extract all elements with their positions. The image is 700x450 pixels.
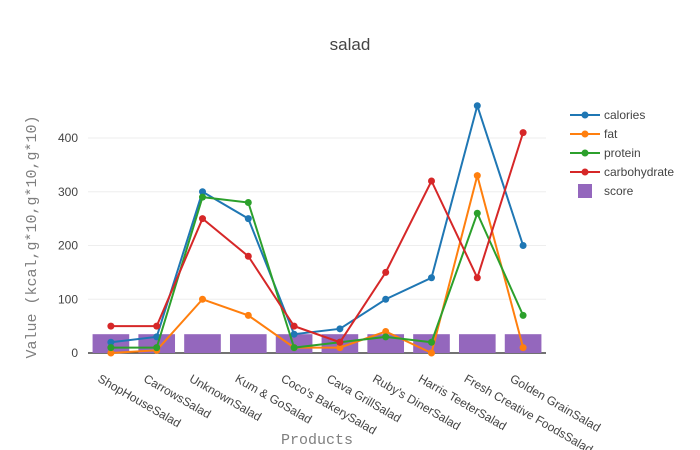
line-carbohydrate (110, 132, 525, 344)
point-fat (428, 349, 435, 357)
point-carbohydrate (153, 322, 161, 330)
point-fat (199, 295, 206, 303)
series-protein (107, 193, 527, 352)
y-axis-title: Value (kcal,g*10,g*10,g*10) (24, 115, 41, 358)
point-protein (199, 193, 206, 201)
legend-label: score (604, 184, 634, 198)
series-calories (107, 102, 527, 346)
point-fat (473, 172, 481, 180)
point-calories (290, 330, 298, 338)
point-carbohydrate (336, 338, 344, 346)
legend-label: calories (604, 108, 645, 122)
legend-marker (581, 168, 589, 176)
legend: calories fat protein carbohydrate score (570, 108, 674, 198)
point-protein (382, 333, 390, 341)
point-carbohydrate (519, 129, 527, 137)
y-tick-label: 0 (71, 346, 78, 360)
legend-label: protein (604, 146, 641, 160)
x-tick-label: Kum & GoSalad (233, 371, 315, 426)
point-protein (519, 311, 527, 319)
line-calories (110, 102, 525, 344)
line-protein (110, 196, 525, 349)
legend-swatch (578, 184, 592, 198)
legend-item-carbohydrate[interactable]: carbohydrate (570, 165, 674, 179)
point-carbohydrate (428, 177, 435, 185)
gridlines (88, 137, 546, 354)
point-calories (428, 274, 435, 282)
y-tick-label: 300 (58, 185, 78, 199)
y-tick-labels: 0 100 200 300 400 (58, 131, 78, 360)
x-axis-title: Products (281, 432, 353, 449)
point-fat (519, 344, 527, 352)
point-fat (107, 349, 115, 357)
y-tick-label: 400 (58, 131, 78, 145)
legend-label: fat (604, 127, 618, 141)
point-carbohydrate (473, 274, 481, 282)
y-tick-label: 100 (58, 292, 78, 306)
point-calories (336, 325, 344, 333)
point-carbohydrate (107, 322, 115, 330)
bar-score (458, 334, 496, 353)
point-carbohydrate (290, 322, 298, 330)
point-calories (382, 295, 390, 303)
legend-marker (581, 149, 589, 157)
point-protein (244, 199, 252, 206)
point-calories (199, 188, 206, 196)
line-fat (110, 171, 525, 355)
legend-label: carbohydrate (604, 165, 674, 179)
point-calories (244, 215, 252, 223)
legend-item-protein[interactable]: protein (570, 146, 641, 160)
point-calories (107, 338, 115, 346)
point-fat (336, 344, 344, 352)
legend-marker (581, 130, 589, 138)
point-protein (153, 344, 161, 352)
point-calories (519, 242, 527, 249)
point-protein (107, 344, 115, 352)
chart-title: salad (330, 35, 371, 54)
point-protein (290, 344, 298, 352)
x-tick-label: ShopHouseSalad (95, 371, 183, 430)
legend-marker (581, 111, 589, 119)
point-protein (473, 209, 481, 217)
legend-item-score[interactable]: score (578, 184, 634, 198)
point-carbohydrate (244, 252, 252, 260)
point-carbohydrate (199, 215, 206, 223)
series-fat (107, 171, 527, 357)
legend-item-calories[interactable]: calories (570, 108, 645, 122)
bar-score (229, 334, 267, 353)
y-tick-label: 200 (58, 239, 78, 253)
bar-score (184, 334, 221, 353)
legend-item-fat[interactable]: fat (570, 127, 618, 141)
point-protein (428, 338, 435, 346)
point-carbohydrate (382, 268, 390, 276)
series-lines (107, 102, 527, 357)
point-fat (382, 328, 390, 335)
point-fat (244, 311, 252, 319)
series-carbohydrate (107, 129, 527, 346)
point-calories (473, 102, 481, 110)
bar-score (504, 334, 542, 353)
